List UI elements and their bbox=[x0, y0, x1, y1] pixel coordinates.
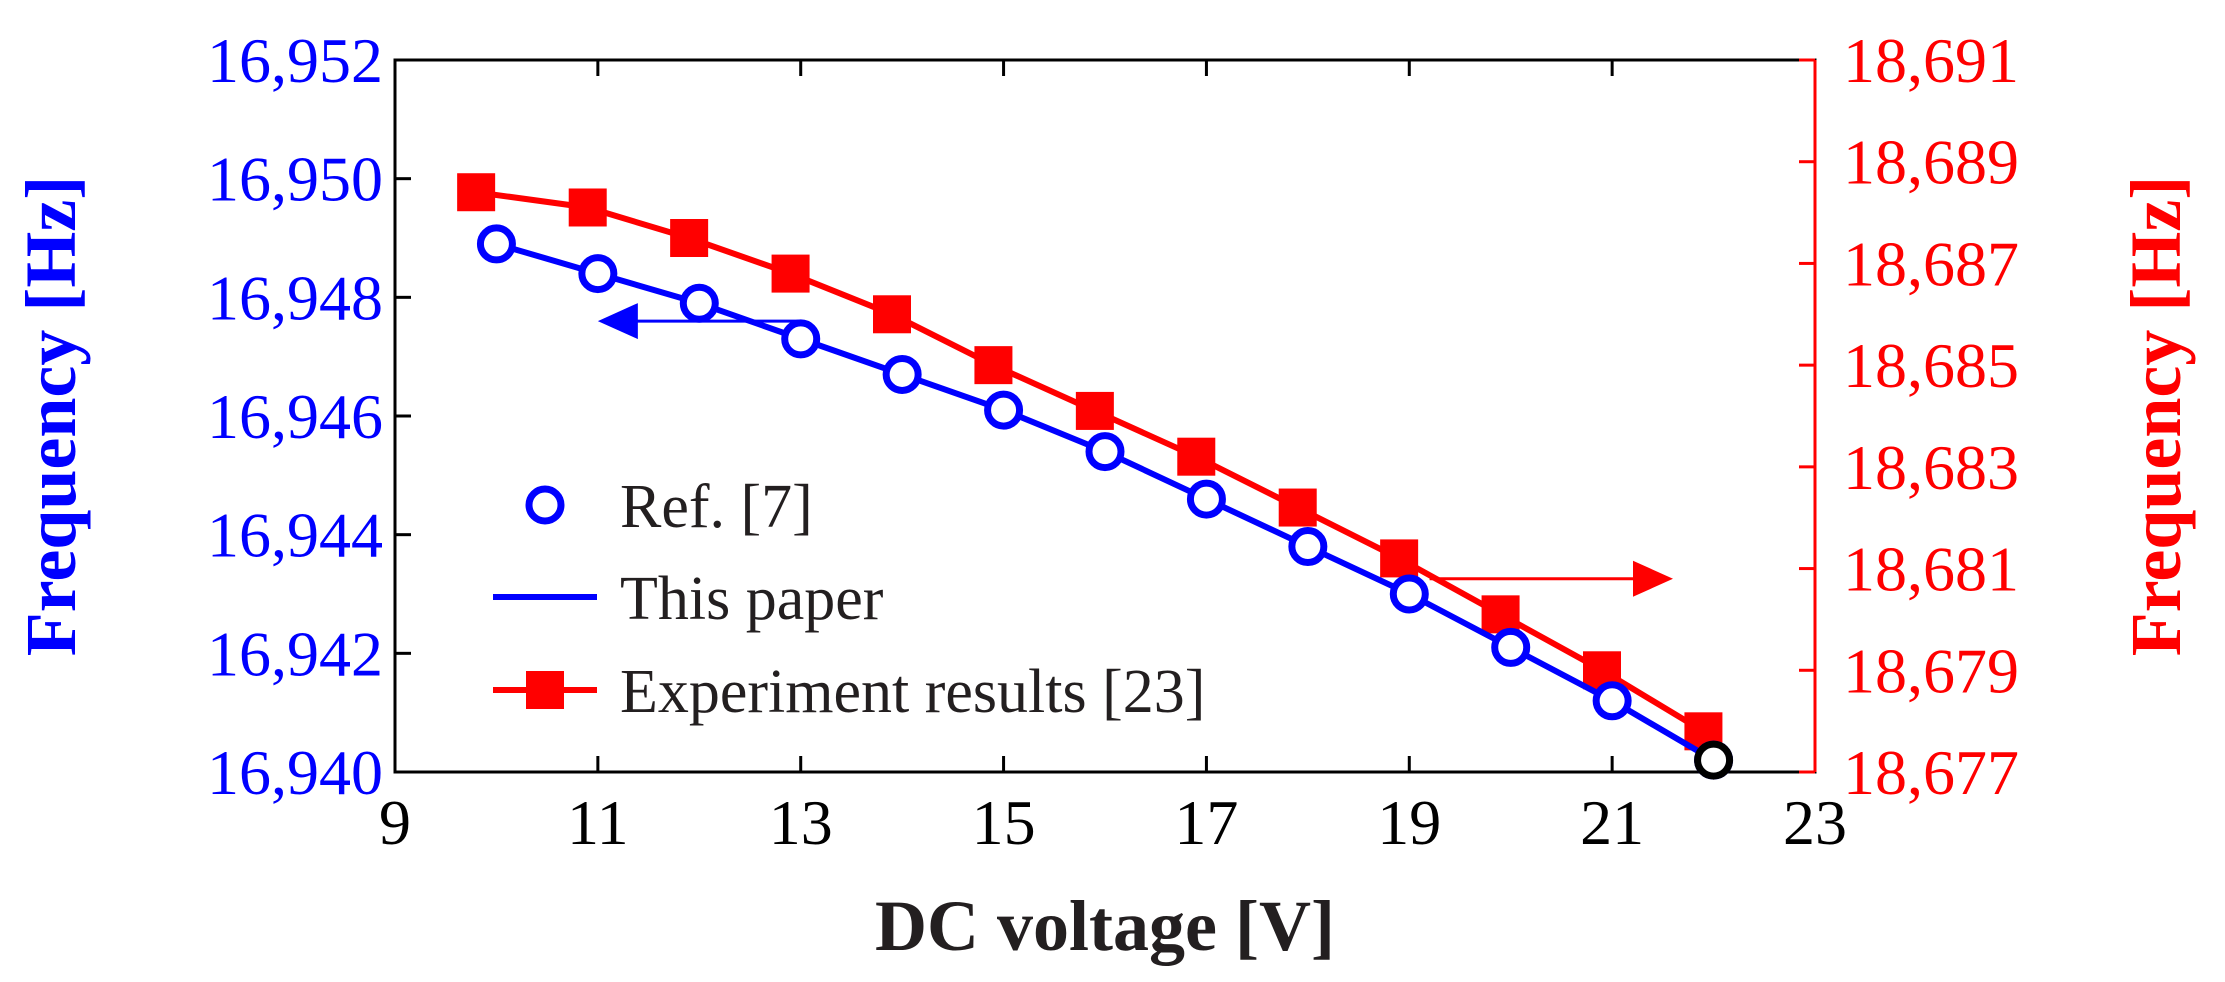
y-right-tick-label: 18,685 bbox=[1843, 330, 2019, 401]
y-left-tick-label: 16,948 bbox=[207, 262, 383, 333]
data-point-experiment bbox=[1481, 595, 1520, 634]
data-point-ref-7 bbox=[476, 224, 516, 264]
y-right-tick-label: 18,687 bbox=[1843, 228, 2019, 299]
series-layer bbox=[457, 173, 1734, 780]
x-tick-label: 15 bbox=[972, 787, 1036, 858]
x-tick-label: 23 bbox=[1783, 787, 1847, 858]
data-point-experiment bbox=[1177, 437, 1216, 476]
x-axis-title: DC voltage [V] bbox=[875, 886, 1335, 966]
data-point-experiment bbox=[670, 219, 709, 257]
x-tick-label: 9 bbox=[379, 787, 411, 858]
y-left-tick-label: 16,940 bbox=[207, 737, 383, 808]
data-point-ref-7 bbox=[1186, 479, 1226, 519]
x-tick-label: 19 bbox=[1377, 787, 1441, 858]
data-point-ref-7 bbox=[1085, 432, 1125, 472]
data-point-ref-7 bbox=[578, 254, 618, 294]
legend-marker-experiment bbox=[526, 671, 564, 709]
data-point-ref-7 bbox=[1491, 627, 1531, 667]
x-tick-label: 13 bbox=[769, 787, 833, 858]
data-point-ref-7 bbox=[1592, 681, 1632, 721]
y-right-tick-label: 18,683 bbox=[1843, 432, 2019, 503]
annotation-layer bbox=[597, 303, 1673, 597]
y-right-tick-label: 18,677 bbox=[1843, 737, 2019, 808]
data-point-experiment bbox=[974, 346, 1013, 385]
y-left-tick-label: 16,950 bbox=[207, 144, 383, 215]
y-left-tick-label: 16,944 bbox=[207, 500, 383, 571]
x-tick-label: 17 bbox=[1174, 787, 1238, 858]
data-point-ref-7 bbox=[984, 390, 1024, 430]
data-point-ref-7 bbox=[781, 319, 821, 359]
axis-arrow-left bbox=[597, 303, 801, 340]
y-right-tick-label: 18,691 bbox=[1843, 25, 2019, 96]
legend: Ref. [7] This paper Experiment results [23… bbox=[493, 473, 1205, 726]
y-left-tick-label: 16,952 bbox=[207, 25, 383, 96]
arrow-head bbox=[1633, 560, 1673, 597]
data-point-experiment bbox=[457, 173, 496, 212]
x-tick-label: 21 bbox=[1580, 787, 1644, 858]
highlight-point bbox=[1694, 740, 1734, 780]
y-left-tick-label: 16,946 bbox=[207, 381, 383, 452]
data-point-experiment bbox=[1380, 539, 1419, 578]
data-point-experiment bbox=[1278, 488, 1317, 527]
x-tick-label: 11 bbox=[567, 787, 629, 858]
data-point-ref-7 bbox=[882, 354, 922, 394]
y-right-tick-label: 18,689 bbox=[1843, 127, 2019, 198]
data-point-ref-7 bbox=[679, 283, 719, 323]
axes-layer: 9 11 13 15 17 19 21 23 16,940 16,942 16,944 16,946 1… bbox=[11, 25, 2196, 966]
data-point-ref-7 bbox=[1389, 574, 1429, 614]
legend-label: This paper bbox=[620, 565, 884, 633]
legend-marker-ref-7 bbox=[525, 485, 565, 525]
y-right-tick-label: 18,681 bbox=[1843, 534, 2019, 605]
data-point-experiment bbox=[1075, 391, 1114, 430]
data-point-experiment bbox=[568, 188, 607, 227]
legend-label: Ref. [7] bbox=[620, 473, 813, 541]
y-right-tick-label: 18,679 bbox=[1843, 635, 2019, 706]
axis-arrow-right bbox=[1429, 560, 1673, 597]
data-point-experiment bbox=[873, 295, 911, 334]
y-left-tick-label: 16,942 bbox=[207, 618, 383, 689]
data-point-experiment bbox=[771, 254, 810, 293]
y-right-axis-title: Frequency [Hz] bbox=[2116, 176, 2196, 657]
arrow-head bbox=[597, 303, 638, 340]
legend-label: Experiment results [23] bbox=[620, 658, 1205, 726]
y-left-axis-title: Frequency [Hz] bbox=[11, 176, 91, 657]
data-point-ref-7 bbox=[1288, 527, 1328, 567]
